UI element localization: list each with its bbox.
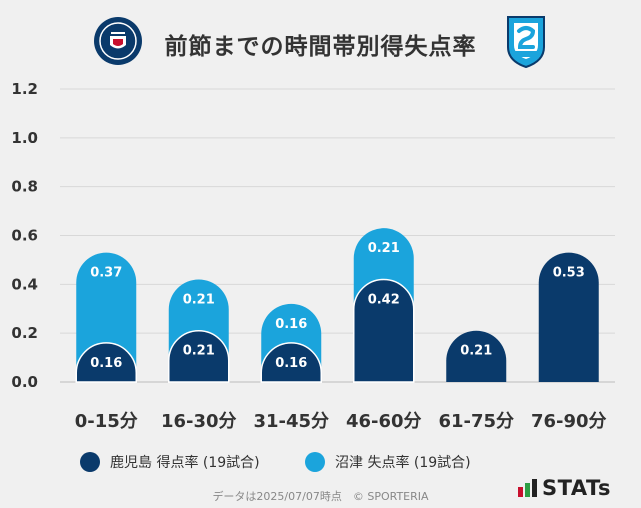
y-tick-label: 0.8 (11, 178, 38, 196)
data-label-home-5: 0.53 (553, 266, 585, 281)
y-axis-ticks: 0.0 0.2 0.4 0.6 0.8 1.0 1.2 (11, 80, 38, 391)
stats-logo-icon (518, 479, 537, 497)
x-tick-label: 16-30分 (161, 411, 237, 432)
legend-item-away: 沼津 失点率 (19試合) (305, 450, 471, 474)
data-label-home-4: 0.21 (460, 344, 492, 359)
legend-swatch-home (80, 452, 100, 472)
y-tick-label: 0.2 (11, 324, 38, 342)
azul-claro-numazu-logo (507, 16, 545, 69)
data-label-away-0: 0.37 (90, 266, 122, 281)
legend-label-away: 沼津 失点率 (19試合) (335, 455, 471, 471)
kagoshima-united-logo (94, 17, 142, 65)
bar-home-2 (260, 342, 322, 383)
data-labels: 0.16 0.37 0.21 0.21 0.16 0.16 0.42 0.21 0.21 0.53 (90, 241, 585, 371)
data-label-away-3: 0.21 (368, 241, 400, 256)
bar-home-4 (446, 330, 507, 382)
chart-title: 前節までの時間帯別得失点率 (164, 34, 477, 60)
x-axis-ticks: 0-15分 16-30分 31-45分 46-60分 61-75分 76-90分 (75, 411, 607, 432)
data-label-home-3: 0.42 (368, 292, 400, 307)
bar-home-3 (353, 278, 415, 383)
data-label-home-0: 0.16 (90, 356, 122, 371)
legend-label-home: 鹿児島 得点率 (19試合) (110, 455, 260, 471)
x-tick-label: 0-15分 (75, 411, 138, 432)
data-label-home-1: 0.21 (183, 344, 215, 359)
footer-note: データは2025/07/07時点 © SPORTERIA (212, 490, 429, 503)
bars (75, 228, 599, 383)
data-label-away-2: 0.16 (275, 317, 307, 332)
x-tick-label: 76-90分 (531, 411, 607, 432)
data-label-away-1: 0.21 (183, 292, 215, 307)
bar-home-5 (538, 252, 599, 382)
y-tick-label: 1.2 (11, 80, 38, 98)
chart-area: 0.00.20.40.60.81.01.2 0.160.370.210.210.… (11, 80, 615, 432)
y-tick-label: 0.0 (11, 373, 38, 391)
data-label-home-2: 0.16 (275, 356, 307, 371)
gridlines (60, 88, 615, 383)
stats-brand: STATs (518, 476, 611, 500)
x-tick-label: 46-60分 (346, 411, 422, 432)
bar-home-1 (168, 330, 230, 383)
stats-brand-text: STATs (542, 476, 611, 500)
bar-home-0 (75, 342, 137, 383)
y-tick-label: 0.6 (11, 227, 38, 245)
x-tick-label: 31-45分 (253, 411, 329, 432)
legend-swatch-away (305, 452, 325, 472)
y-tick-label: 1.0 (11, 129, 38, 147)
x-tick-label: 61-75分 (438, 411, 514, 432)
y-tick-label: 0.4 (11, 275, 38, 293)
legend-item-home: 鹿児島 得点率 (19試合) (80, 450, 260, 474)
